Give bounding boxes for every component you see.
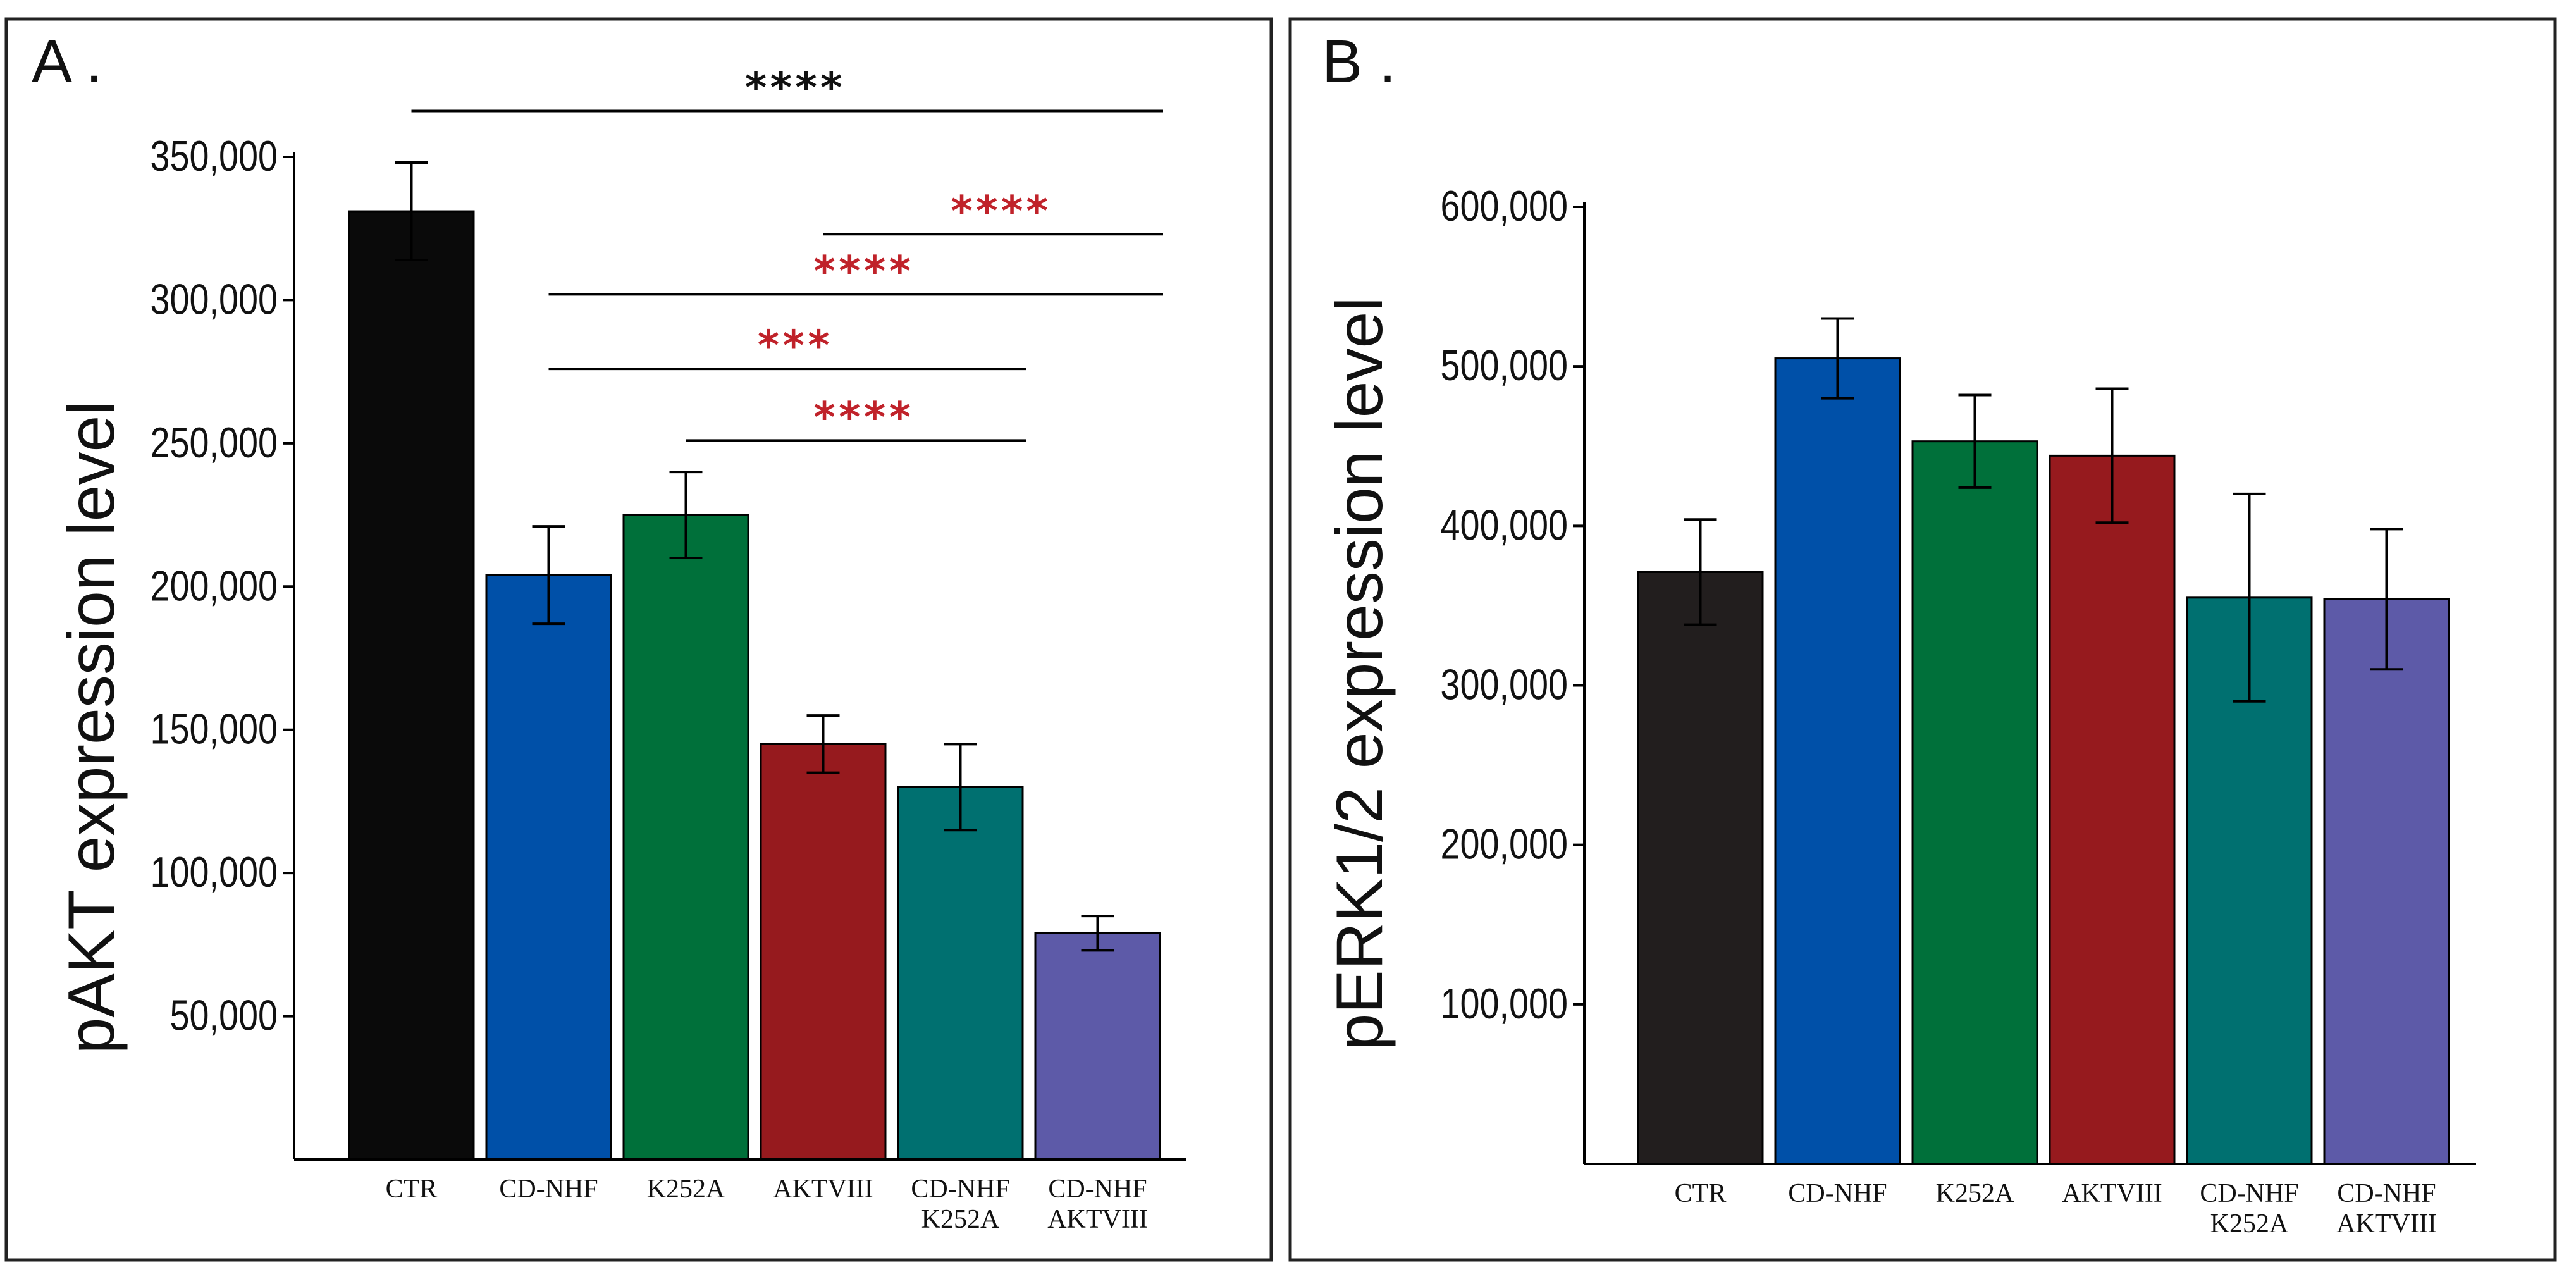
- panel-b-bar-5: [2323, 598, 2450, 1165]
- panel-b-ytick-label-3: 400,000: [1440, 502, 1568, 549]
- panel-b-xtick-label-1: CD-NHF: [1788, 1179, 1887, 1208]
- panel-a-bar-5: [1034, 932, 1161, 1161]
- panel-a-bar-3: [760, 743, 887, 1161]
- panel-b-frame: [1288, 17, 2557, 1262]
- panel-a-sig-stars-1: ****: [949, 187, 1050, 235]
- panel-a-bar-4: [897, 786, 1024, 1161]
- panel-a-ytick-label-1: 100,000: [150, 849, 278, 896]
- panel-a-xtick-label-4: CD-NHF: [911, 1175, 1009, 1204]
- panel-a-bar-1: [485, 574, 612, 1161]
- panel-a-ytick-label-4: 250,000: [150, 419, 278, 467]
- panel-a-ytick-label-2: 150,000: [150, 706, 278, 753]
- panel-a-xtick-label-3: AKTVIII: [773, 1175, 873, 1204]
- panel-b-ytick-label-1: 200,000: [1440, 821, 1568, 868]
- panel-a-xtick-label2-4: K252A: [921, 1205, 1000, 1234]
- panel-b-bar-1: [1774, 357, 1901, 1165]
- panel-b-xtick-label-5: CD-NHF: [2337, 1179, 2436, 1208]
- panel-b-ytick-label-2: 300,000: [1440, 661, 1568, 708]
- panel-b-ytick-label-4: 500,000: [1440, 342, 1568, 390]
- panel-a-xtick-label2-5: AKTVIII: [1047, 1205, 1148, 1234]
- panel-b-xtick-label2-5: AKTVIII: [2336, 1209, 2437, 1239]
- panel-a-sig-stars-3: ***: [756, 321, 831, 370]
- panel-a-ytick-label-6: 350,000: [150, 133, 278, 180]
- panel-a-sig-stars-2: ****: [812, 247, 913, 295]
- panel-a-bar-2: [622, 514, 749, 1161]
- panel-a: A . pAKT expression level CTR CD-NHF K252A…: [4, 17, 1273, 1262]
- panel-a-label: A .: [32, 28, 102, 96]
- panel-b-label: B .: [1322, 28, 1396, 96]
- panel-a-ytick-label-5: 300,000: [150, 276, 278, 323]
- panel-b-ytick-label-0: 100,000: [1440, 980, 1568, 1028]
- panel-a-xtick-label-1: CD-NHF: [499, 1175, 598, 1204]
- panel-a-xtick-label-5: CD-NHF: [1048, 1175, 1147, 1204]
- panel-a-ylabel: pAKT expression level: [55, 401, 128, 1054]
- panel-a-bar-0: [348, 210, 475, 1161]
- panel-b-xtick-label-3: AKTVIII: [2062, 1179, 2162, 1208]
- panel-b-xtick-label-2: K252A: [1936, 1179, 2014, 1208]
- panel-b-xtick-label-4: CD-NHF: [2200, 1179, 2298, 1208]
- panel-a-ytick-label-0: 50,000: [169, 992, 278, 1039]
- panel-b-xtick-label-0: CTR: [1675, 1179, 1727, 1208]
- panel-a-ytick-label-3: 200,000: [150, 562, 278, 610]
- panel-a-xtick-label-2: K252A: [647, 1175, 725, 1204]
- panel-a-frame: [4, 17, 1273, 1262]
- panel-a-sig-stars-4: ****: [812, 393, 913, 442]
- panel-a-xtick-label-0: CTR: [386, 1175, 438, 1204]
- panel-b: B . pERK1/2 expression level CTR CD-NHF K2…: [1288, 17, 2557, 1262]
- panel-b-bar-3: [2049, 454, 2176, 1165]
- panel-b-ytick-label-5: 600,000: [1440, 183, 1568, 230]
- panel-b-xtick-label2-4: K252A: [2210, 1209, 2289, 1239]
- panel-b-ylabel: pERK1/2 expression level: [1323, 297, 1396, 1051]
- panel-a-sig-stars-0: ****: [743, 64, 844, 113]
- panel-b-bar-0: [1637, 571, 1764, 1165]
- panel-b-bar-2: [1911, 440, 2038, 1165]
